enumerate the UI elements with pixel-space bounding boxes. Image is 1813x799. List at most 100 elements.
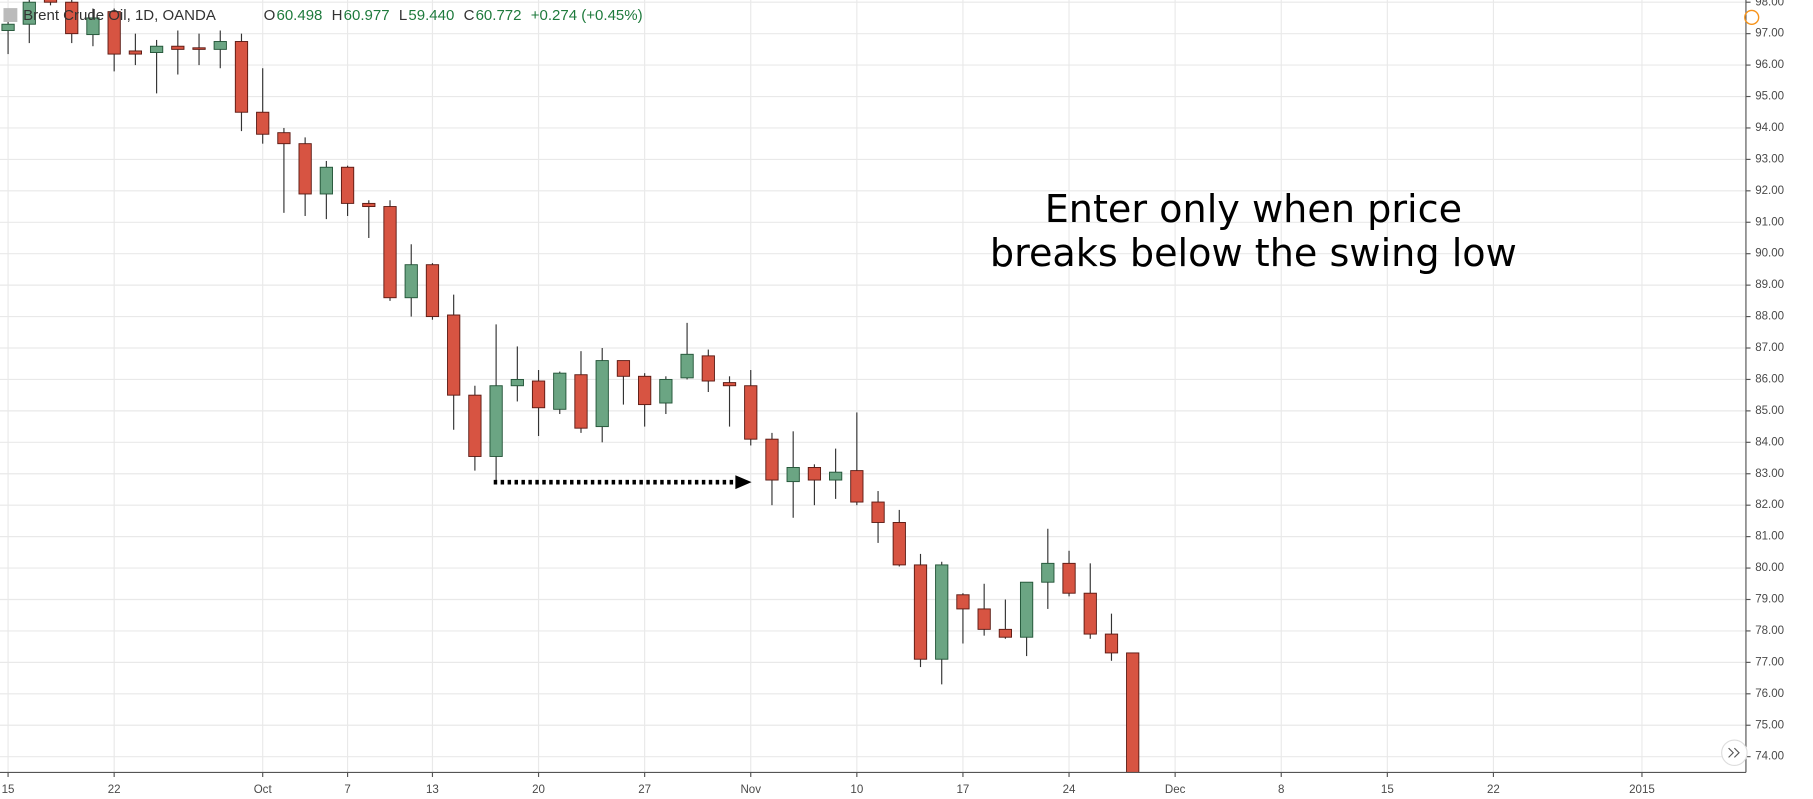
candle-body — [871, 501, 885, 523]
candle-body — [765, 438, 779, 481]
scroll-icon — [1728, 747, 1740, 758]
y-tick-label: 84.00 — [1755, 436, 1784, 448]
symbol-title[interactable]: Brent Crude Oil, 1D, OANDA — [23, 7, 216, 24]
x-tick-label: 8 — [1278, 784, 1284, 796]
y-tick-label: 94.00 — [1755, 122, 1784, 134]
ohlc-label: O — [264, 7, 276, 24]
x-tick-label: 24 — [1063, 784, 1076, 796]
candle-body — [935, 564, 949, 660]
x-tick-label: 15 — [1381, 784, 1394, 796]
candle-body — [1041, 562, 1055, 583]
candle-body — [510, 378, 524, 387]
x-tick-label: 20 — [532, 784, 545, 796]
y-tick-label: 79.00 — [1755, 594, 1784, 606]
y-tick-label: 95.00 — [1755, 91, 1784, 103]
annotation: Enter only when price — [1045, 187, 1462, 231]
candle-body — [1019, 581, 1034, 638]
y-tick-label: 81.00 — [1755, 531, 1784, 543]
ohlc-value: 60.772 — [476, 7, 522, 24]
candle-body — [1083, 592, 1097, 635]
symbol-icon — [3, 8, 18, 22]
candle-body — [616, 360, 631, 377]
candle-body — [277, 132, 291, 145]
candle-body — [171, 45, 185, 50]
y-tick-label: 74.00 — [1755, 751, 1784, 763]
y-tick-label: 75.00 — [1755, 719, 1784, 731]
candle-body — [319, 166, 333, 195]
candle-body — [977, 608, 991, 630]
candle-body — [213, 41, 227, 50]
y-tick-label: 92.00 — [1755, 185, 1784, 197]
y-tick-label: 82.00 — [1755, 499, 1784, 511]
candle-body — [595, 360, 609, 428]
ohlc-value: 59.440 — [408, 7, 454, 24]
candle-body — [128, 50, 142, 55]
candle-body — [256, 111, 270, 135]
candle-body — [1104, 633, 1119, 654]
candle-body — [1126, 652, 1140, 773]
candle-body — [956, 594, 970, 610]
candle-body — [340, 166, 355, 204]
candle-body — [722, 382, 737, 387]
x-tick-label: 27 — [638, 784, 651, 796]
candle-body — [425, 264, 440, 318]
arrow-head — [735, 475, 752, 490]
candle-body — [489, 385, 503, 457]
x-tick-label: 22 — [108, 784, 121, 796]
x-tick-label: 22 — [1487, 784, 1500, 796]
y-tick-label: 88.00 — [1755, 311, 1784, 323]
candle-body — [659, 378, 673, 404]
ohlc-value: 60.498 — [276, 7, 322, 24]
x-tick-label: Dec — [1165, 784, 1186, 796]
candle-body — [43, 0, 58, 3]
y-tick-label: 80.00 — [1755, 562, 1784, 574]
grid — [0, 0, 1746, 773]
candle-body — [1, 23, 15, 31]
alert-icon[interactable] — [1744, 9, 1760, 25]
candle-body — [107, 11, 121, 55]
candle-body — [362, 202, 376, 208]
axes: 74.00 75.00 76.00 77.00 78.00 79.00 80.00 81.00… — [2, 0, 1784, 796]
candle-body — [998, 628, 1012, 638]
x-tick-label: Oct — [254, 784, 273, 796]
candle-body — [298, 143, 312, 195]
x-tick-label: Nov — [740, 784, 761, 796]
candle-body — [553, 372, 567, 410]
y-tick-label: 78.00 — [1755, 625, 1784, 637]
x-tick-label: 7 — [344, 784, 350, 796]
scroll-button[interactable] — [1721, 739, 1748, 767]
y-tick-label: 83.00 — [1755, 468, 1784, 480]
y-tick-label: 86.00 — [1755, 373, 1784, 385]
candle-body — [807, 467, 822, 481]
y-tick-label: 77.00 — [1755, 656, 1784, 668]
candle-body — [383, 206, 397, 299]
ohlc-value: 60.977 — [344, 7, 390, 24]
y-tick-label: 91.00 — [1755, 216, 1784, 228]
ohlc-label: C — [464, 7, 475, 24]
y-tick-label: 98.00 — [1755, 0, 1784, 8]
ohlc-label: L — [399, 7, 407, 24]
candle-body — [86, 17, 100, 36]
ohlc-legend: O 60.498 H 60.977 L 59.440 C 60.772 +0.274 (+0.4… — [264, 7, 643, 24]
candle-body — [680, 353, 694, 379]
candle-body — [149, 45, 164, 53]
candle-body — [638, 375, 652, 406]
candle-body — [850, 470, 864, 503]
y-tick-label: 89.00 — [1755, 279, 1784, 291]
y-tick-label: 97.00 — [1755, 28, 1784, 40]
y-tick-label: 90.00 — [1755, 248, 1784, 260]
candle-body — [234, 41, 249, 113]
candle-body — [531, 380, 546, 409]
candle-body — [468, 394, 482, 457]
x-tick-label: 10 — [850, 784, 863, 796]
candle-body — [913, 564, 928, 660]
x-tick-label: 2015 — [1629, 784, 1655, 796]
x-tick-label: 15 — [2, 784, 15, 796]
candle-body — [404, 264, 418, 299]
ohlc-label: H — [332, 7, 343, 24]
y-tick-label: 96.00 — [1755, 59, 1784, 71]
candles — [1, 0, 1140, 773]
y-tick-label: 76.00 — [1755, 688, 1784, 700]
y-tick-label: 93.00 — [1755, 153, 1784, 165]
